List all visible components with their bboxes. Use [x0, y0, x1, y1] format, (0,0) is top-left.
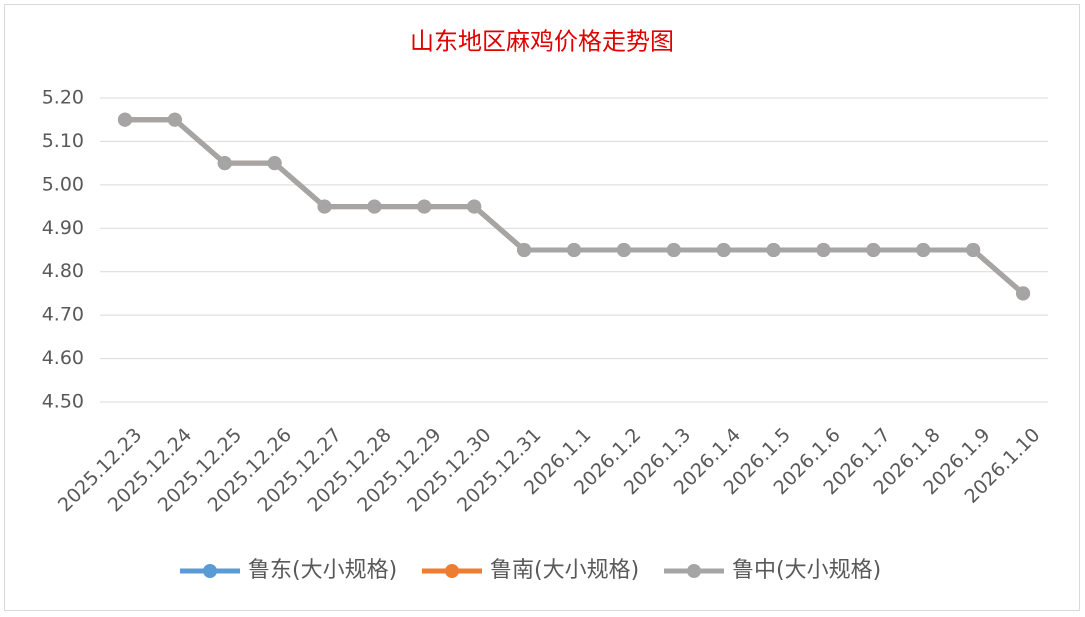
data-point — [1016, 286, 1031, 301]
y-tick-label: 5.20 — [42, 87, 84, 109]
data-point — [117, 112, 132, 127]
chart-title: 山东地区麻鸡价格走势图 — [410, 28, 674, 56]
data-point — [616, 243, 631, 257]
y-tick-label: 5.10 — [42, 130, 84, 152]
data-point — [467, 199, 482, 214]
y-tick-label: 4.80 — [42, 260, 84, 282]
y-tick-label: 4.90 — [42, 217, 84, 239]
chart-border — [4, 4, 1080, 611]
legend-marker — [687, 564, 701, 578]
data-point — [716, 243, 731, 257]
data-point — [317, 199, 332, 214]
legend-label: 鲁东(大小规格) — [248, 558, 397, 583]
legend-marker — [445, 564, 459, 578]
y-tick-label: 4.60 — [42, 347, 84, 369]
data-point — [367, 199, 382, 214]
data-point — [866, 243, 881, 257]
y-tick-label: 4.50 — [42, 391, 84, 413]
data-point — [167, 112, 182, 127]
data-point — [766, 243, 781, 257]
data-point — [217, 156, 232, 171]
legend-label: 鲁南(大小规格) — [490, 558, 639, 583]
legend-label: 鲁中(大小规格) — [732, 558, 881, 583]
data-point — [517, 243, 532, 257]
data-point — [567, 243, 581, 257]
y-tick-label: 4.70 — [42, 304, 84, 326]
data-point — [666, 243, 681, 257]
data-point — [816, 243, 831, 257]
data-point — [417, 199, 432, 214]
data-point — [966, 243, 981, 257]
data-point — [267, 156, 282, 171]
data-point — [916, 243, 931, 257]
y-tick-label: 5.00 — [42, 173, 84, 195]
legend-marker — [203, 564, 217, 578]
